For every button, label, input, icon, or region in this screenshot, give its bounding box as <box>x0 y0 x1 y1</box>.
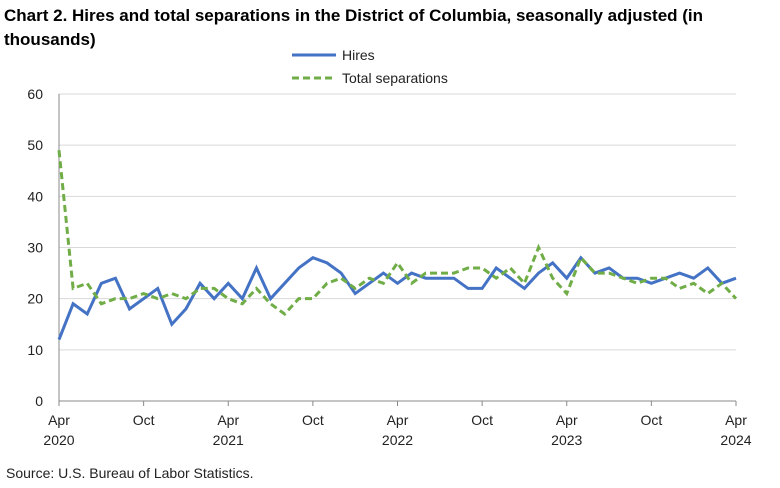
source-note: Source: U.S. Bureau of Labor Statistics. <box>6 465 254 481</box>
series-line <box>57 150 738 317</box>
x-tick-label: Oct <box>302 412 324 428</box>
legend-label: Hires <box>342 47 375 63</box>
x-tick-label: Apr 2020 <box>43 412 74 448</box>
legend-label: Total separations <box>342 70 448 86</box>
x-tick-label: Oct <box>471 412 493 428</box>
x-tick-label: Oct <box>640 412 662 428</box>
y-tick-label: 10 <box>27 342 43 358</box>
x-tick-label: Apr 2021 <box>213 412 244 448</box>
x-tick-label: Oct <box>133 412 155 428</box>
y-tick-label: 20 <box>27 291 43 307</box>
x-tick-label: Apr 2022 <box>382 412 413 448</box>
y-tick-label: 50 <box>27 137 43 153</box>
y-tick-label: 40 <box>27 188 43 204</box>
y-tick-label: 30 <box>27 240 43 256</box>
y-tick-label: 60 <box>27 86 43 102</box>
x-tick-label: Apr 2024 <box>720 412 751 448</box>
chart-title: Chart 2. Hires and total separations in … <box>4 6 704 49</box>
x-tick-label: Apr 2023 <box>551 412 582 448</box>
y-tick-label: 0 <box>35 393 43 409</box>
